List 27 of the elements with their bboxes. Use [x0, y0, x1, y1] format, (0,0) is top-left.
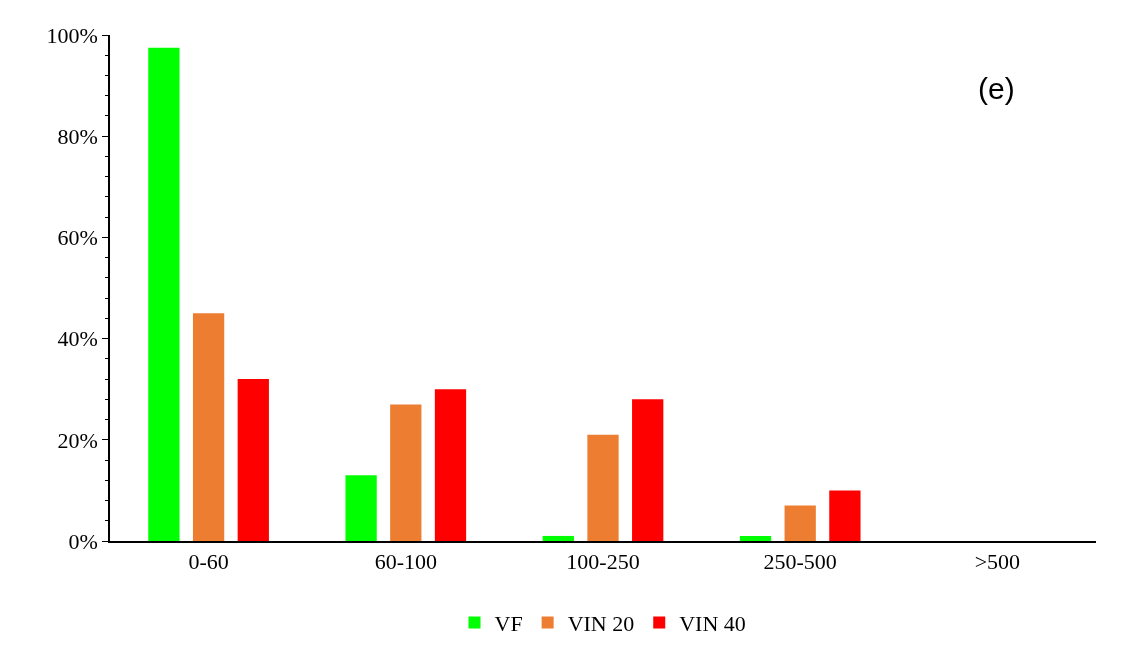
y-tick-label: 100% [46, 22, 98, 48]
bar [784, 505, 816, 541]
x-tick-label: 60-100 [374, 549, 437, 575]
bar [587, 434, 619, 541]
y-tick-label: 0% [68, 528, 98, 554]
x-tick-label: >500 [974, 549, 1021, 575]
x-tick-label: 0-60 [188, 549, 229, 575]
bar [542, 535, 574, 541]
bar [739, 535, 772, 541]
annotation: (e) [978, 72, 1015, 105]
legend-label: VF [494, 611, 523, 637]
bar [237, 379, 269, 541]
x-tick-label: 250-500 [763, 549, 837, 575]
legend-label: VIN 20 [567, 611, 635, 637]
legend-label: VIN 40 [679, 611, 746, 637]
y-tick-label: 40% [57, 326, 98, 352]
bar [345, 475, 377, 541]
bar [148, 47, 180, 541]
y-tick-label: 20% [57, 427, 98, 453]
bar [192, 313, 225, 541]
y-tick-label: 60% [57, 225, 98, 251]
bar [434, 389, 467, 541]
bar [390, 404, 422, 541]
bar [632, 399, 664, 541]
y-tick-label: 80% [57, 123, 98, 149]
x-tick-label: 100-250 [566, 549, 640, 575]
bar [829, 490, 861, 541]
